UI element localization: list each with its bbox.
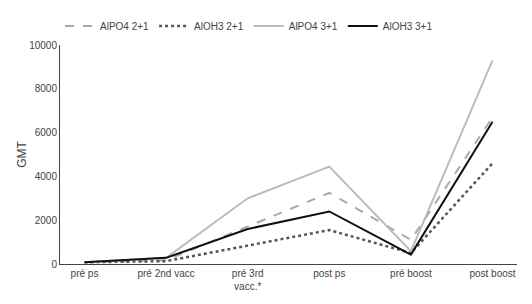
svg-text:AlPO4 2+1: AlPO4 2+1 <box>100 21 149 32</box>
svg-text:0: 0 <box>51 259 57 270</box>
svg-text:pré ps: pré ps <box>71 268 99 279</box>
svg-text:post boost: post boost <box>469 268 515 279</box>
svg-text:4000: 4000 <box>35 171 58 182</box>
svg-text:2000: 2000 <box>35 215 58 226</box>
svg-text:8000: 8000 <box>35 83 58 94</box>
svg-text:AlPO4 3+1: AlPO4 3+1 <box>289 21 338 32</box>
svg-text:6000: 6000 <box>35 127 58 138</box>
svg-text:post ps: post ps <box>313 268 345 279</box>
svg-text:10000: 10000 <box>29 40 57 51</box>
svg-text:pré 2nd vacc: pré 2nd vacc <box>137 268 194 279</box>
svg-text:AlOH3 3+1: AlOH3 3+1 <box>383 21 433 32</box>
svg-text:pré 3rdvacc.*: pré 3rdvacc.* <box>232 268 264 292</box>
svg-text:GMT: GMT <box>15 141 29 168</box>
svg-text:pré boost: pré boost <box>390 268 432 279</box>
svg-text:AlOH3 2+1: AlOH3 2+1 <box>194 21 244 32</box>
